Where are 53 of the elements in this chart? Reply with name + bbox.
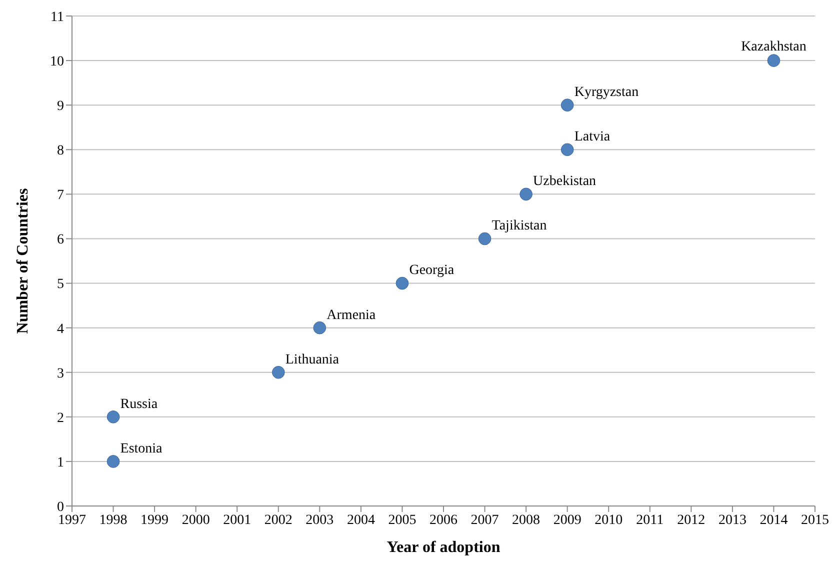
x-tick-label: 2013	[718, 512, 746, 528]
y-tick-label: 9	[57, 99, 64, 114]
x-axis-title: Year of adoption	[386, 539, 500, 556]
annotation: Estonia	[120, 441, 164, 456]
point	[106, 455, 120, 468]
x-tick-label: 2015	[801, 512, 829, 528]
x-tick-label: 1998	[99, 512, 128, 528]
x-tick-label: 1997	[58, 512, 86, 528]
x-tick-label: 1999	[140, 512, 169, 528]
y-tick-label: 4	[57, 322, 64, 337]
annotation: Lithuania	[285, 352, 340, 368]
annotation: Tajikistan	[492, 218, 547, 234]
point	[272, 366, 285, 379]
y-tick-label: 8	[57, 144, 64, 159]
annotation: Kyrgyzstan	[574, 85, 639, 100]
annotation: Latvia	[574, 130, 611, 145]
x-tick-label: 2010	[594, 512, 623, 528]
x-tick-label: 2011	[636, 512, 664, 528]
y-tick-label: 5	[57, 277, 64, 292]
annotation: Kazakhstan	[741, 40, 806, 55]
x-tick-label: 2009	[553, 512, 582, 528]
annotation: Georgia	[409, 263, 455, 278]
x-tick-label: 2004	[346, 512, 375, 528]
x-tick-label: 2007	[470, 512, 499, 528]
y-tick-label: 11	[50, 10, 64, 25]
x-tick-label: 2003	[306, 512, 334, 528]
x-tick-label: 2000	[182, 512, 210, 528]
y-tick-label: 2	[57, 410, 64, 426]
x-tick-label: 2008	[512, 512, 540, 528]
point	[520, 188, 532, 201]
x-tick-label: 2012	[677, 512, 706, 528]
annotation: Armenia	[326, 308, 376, 323]
x-tick-label: 2006	[430, 512, 458, 528]
x-tick-label: 2014	[760, 512, 788, 528]
y-axis-title: Number of Countries	[14, 188, 32, 334]
point	[478, 232, 492, 246]
point	[106, 410, 120, 424]
y-tick-label: 6	[57, 232, 64, 248]
annotation: Uzbekistan	[533, 174, 596, 190]
y-tick-label: 0	[57, 500, 64, 515]
x-tick-label: 2001	[223, 512, 252, 528]
x-tick-label: 2002	[264, 512, 292, 528]
y-tick-label: 7	[57, 188, 64, 204]
point	[560, 143, 574, 156]
y-tick-label: 1	[57, 455, 64, 470]
point	[560, 98, 574, 112]
annotation: Russia	[120, 396, 158, 412]
y-tick-label: 10	[50, 54, 64, 70]
point	[313, 321, 326, 334]
x-tick-label: 2005	[388, 512, 416, 528]
y-tick-label: 3	[57, 366, 64, 382]
point	[396, 276, 409, 290]
point	[767, 54, 780, 67]
